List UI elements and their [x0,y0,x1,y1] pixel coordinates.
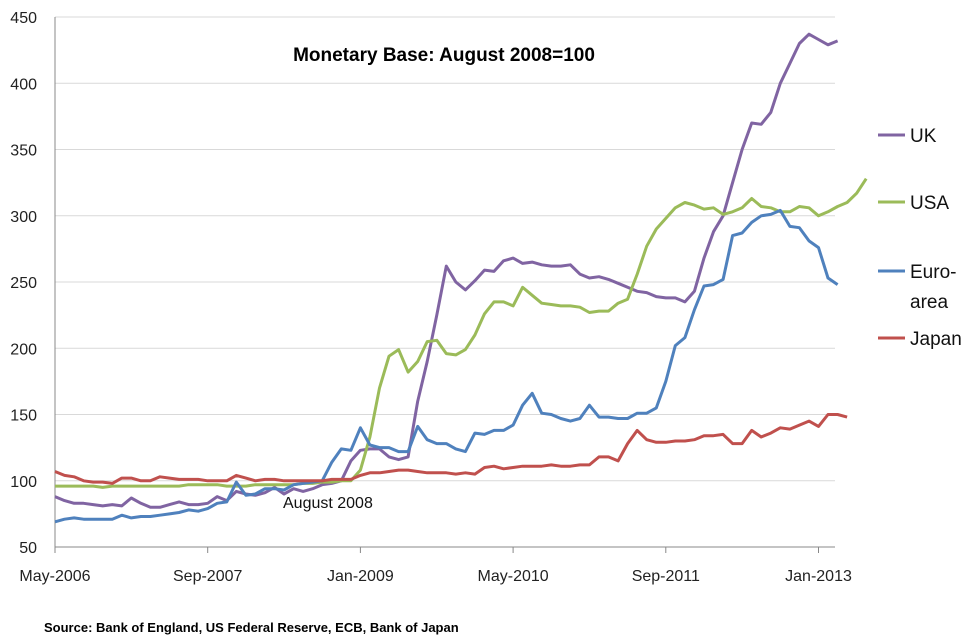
legend-label-euro-area: area [910,292,948,313]
y-tick-50: 50 [19,540,37,557]
x-tick-label: Sep-2007 [173,568,242,585]
y-tick-250: 250 [10,275,37,292]
y-tick-300: 300 [10,209,37,226]
y-tick-400: 400 [10,76,37,93]
legend: UK USA Euro-area Japan [878,126,962,350]
y-tick-100: 100 [10,474,37,491]
x-tick-label: Sep-2011 [632,568,700,585]
y-tick-200: 200 [10,341,37,358]
y-tick-150: 150 [10,408,37,425]
y-tick-450: 450 [10,10,37,27]
legend-label-japan: Japan [910,329,962,350]
series-line-euro-area [54,208,839,524]
legend-label-uk: UK [910,126,937,147]
y-tick-labels: 50 100 150 200 250 300 350 400 450 [10,10,37,557]
chart-title: Monetary Base: August 2008=100 [293,45,595,66]
y-tick-350: 350 [10,143,37,160]
annotation-august-2008: August 2008 [283,495,373,512]
series-line-usa [55,177,868,489]
x-tick-label: Jan-2013 [785,568,852,585]
x-tick-label: May-2006 [19,568,90,585]
series-line-uk [54,32,839,509]
x-tick-label: Jan-2009 [327,568,394,585]
x-tick-label: May-2010 [478,568,549,585]
legend-label-euro-area: Euro- [910,262,956,283]
gridlines [55,16,835,482]
axes [54,17,835,553]
x-tick-labels: May-2006 Sep-2007 Jan-2009 May-2010 Sep-2011… [19,568,852,585]
legend-label-usa: USA [910,193,949,214]
source-note: Source: Bank of England, US Federal Rese… [44,620,459,635]
series-line-japan [54,413,848,485]
series-lines [54,32,868,524]
